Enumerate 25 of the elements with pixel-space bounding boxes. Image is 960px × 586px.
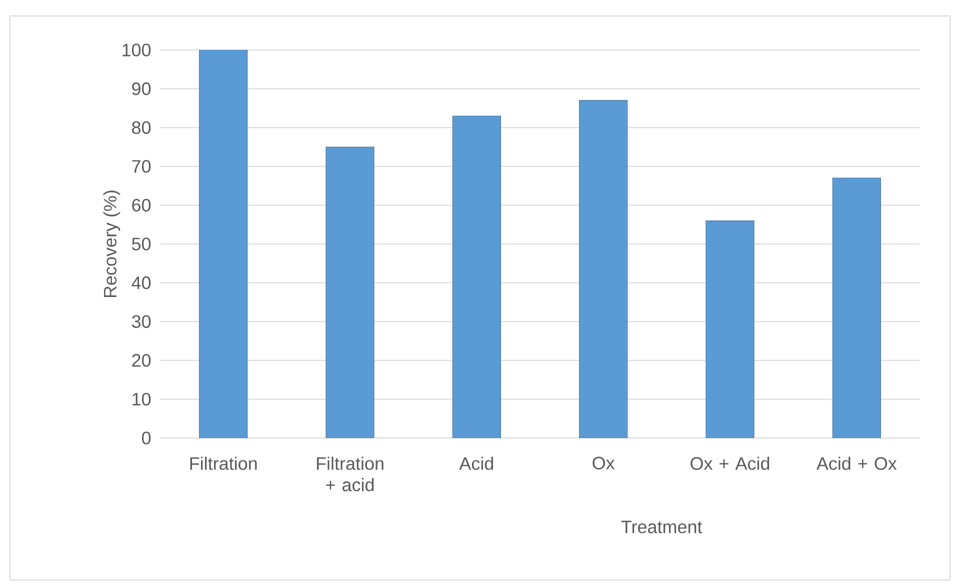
x-tick-label: Ox (592, 456, 615, 470)
y-tick-label: 30 (132, 315, 151, 328)
y-tick-label: 100 (122, 44, 151, 56)
x-tick-label: Filtration (190, 456, 257, 470)
y-tick-label: 0 (142, 432, 151, 444)
y-tick-label: 60 (132, 198, 151, 212)
x-tick-label: Ox + Acid (690, 456, 770, 470)
y-tick-label: 70 (132, 160, 151, 173)
bar (832, 178, 881, 438)
y-tick-label: 40 (132, 276, 151, 290)
y-tick-label: 80 (132, 121, 151, 134)
bar (706, 220, 754, 438)
x-axis-title: Treatment (621, 520, 702, 534)
y-tick-label: 10 (132, 392, 151, 406)
y-tick-label: 20 (132, 354, 151, 367)
x-tick-label: Filtration + acid (316, 456, 384, 492)
y-axis-title: Recovery (%) (103, 190, 120, 298)
bar (199, 50, 248, 438)
x-tick-label: Acid (459, 456, 494, 470)
x-tick-label: Acid + Ox (816, 456, 897, 470)
bar (452, 116, 501, 438)
bar (579, 100, 628, 438)
y-tick-label: 50 (132, 238, 151, 250)
bar (326, 146, 374, 438)
y-tick-label: 90 (132, 82, 151, 96)
